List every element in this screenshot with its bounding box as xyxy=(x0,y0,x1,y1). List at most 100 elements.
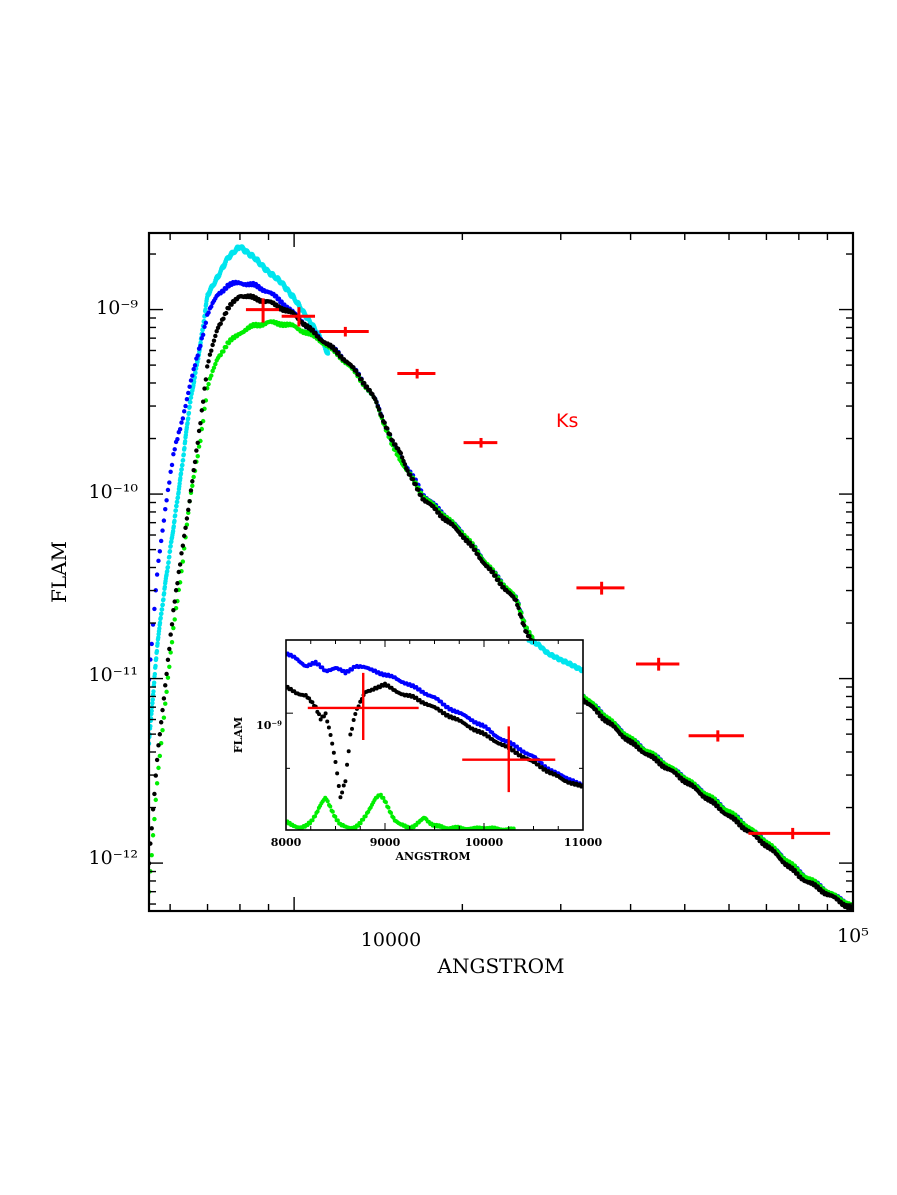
main-point-blue xyxy=(191,366,196,372)
main-point-black xyxy=(194,448,199,453)
main-point-black xyxy=(203,377,209,382)
main-point-black xyxy=(516,605,521,611)
main-point-black xyxy=(359,377,364,382)
inset-x-axis-title: ANGSTROM xyxy=(394,850,470,863)
main-photometry-point-3 xyxy=(319,326,369,337)
main-point-cyan xyxy=(188,399,193,405)
main-point-blue xyxy=(152,606,157,612)
main-point-black xyxy=(382,420,387,425)
y-tick-label-1e-11: 10⁻¹¹ xyxy=(89,664,138,686)
main-point-blue xyxy=(149,641,154,647)
main-point-black xyxy=(815,884,820,889)
main-point-black xyxy=(168,632,173,637)
main-point-green xyxy=(223,344,229,350)
inset-point-green xyxy=(328,804,333,809)
inset-point-green xyxy=(361,817,366,822)
main-point-cyan xyxy=(154,648,160,654)
inset-point-black xyxy=(338,795,343,800)
x-tick-label-10000: 10000 xyxy=(361,929,421,951)
main-point-green xyxy=(169,640,175,645)
main-point-black xyxy=(376,407,382,412)
main-point-green xyxy=(213,361,218,367)
main-point-cyan xyxy=(182,439,188,444)
main-point-black xyxy=(521,622,527,628)
main-point-black xyxy=(393,442,398,447)
main-point-black xyxy=(493,573,498,578)
main-point-cyan xyxy=(157,620,163,626)
main-point-black xyxy=(171,607,176,613)
inset-point-black xyxy=(331,750,336,755)
main-point-black xyxy=(167,646,172,652)
main-point-black xyxy=(213,333,218,339)
main-point-black xyxy=(172,599,177,604)
inset-point-green xyxy=(325,799,330,804)
main-point-black xyxy=(156,743,161,748)
main-point-black xyxy=(190,479,195,484)
main-point-black xyxy=(470,543,475,549)
main-point-black xyxy=(179,551,184,556)
main-point-black xyxy=(175,581,180,586)
main-point-black xyxy=(164,671,169,677)
inset-photometry-point-1 xyxy=(307,672,419,741)
main-point-cyan xyxy=(172,518,177,524)
main-point-black xyxy=(186,507,191,513)
inset-point-green xyxy=(310,818,315,823)
inset-point-black xyxy=(328,732,333,737)
main-point-black xyxy=(157,732,163,737)
main-point-blue xyxy=(157,549,163,554)
main-photometry-point-6 xyxy=(576,581,625,595)
main-point-black xyxy=(385,426,390,431)
main-point-black xyxy=(738,822,743,827)
x-axis-title: ANGSTROM xyxy=(437,954,565,978)
main-point-black xyxy=(387,432,393,437)
main-point-cyan xyxy=(161,591,167,596)
main-point-blue xyxy=(160,528,165,533)
main-point-black xyxy=(490,569,496,574)
main-point-black xyxy=(390,438,395,443)
main-point-green xyxy=(156,765,161,771)
main-point-blue xyxy=(186,390,191,396)
main-point-black xyxy=(187,499,192,504)
main-photometry-point-8 xyxy=(688,730,744,742)
inset-point-black xyxy=(345,762,350,767)
main-point-black xyxy=(496,577,501,582)
main-point-cyan xyxy=(180,458,186,463)
main-point-cyan xyxy=(151,680,157,685)
main-point-black xyxy=(149,826,154,831)
main-point-black xyxy=(733,816,738,822)
y-tick-label-1e-10: 10⁻¹⁰ xyxy=(89,481,139,503)
main-point-black xyxy=(336,350,341,356)
main-point-blue xyxy=(171,451,176,457)
main-point-green xyxy=(153,797,158,803)
main-point-green xyxy=(168,650,173,655)
main-point-black xyxy=(498,581,504,586)
main-point-blue xyxy=(198,343,203,349)
main-plot: 10000 10⁵ 10⁻¹² 10⁻¹¹ 10⁻¹⁰ 10⁻⁹ ANGSTRO… xyxy=(47,231,869,978)
main-point-black xyxy=(513,597,519,603)
inset-point-green xyxy=(386,805,391,810)
main-point-green xyxy=(218,352,223,358)
main-photometry-point-7 xyxy=(635,657,680,671)
main-point-black xyxy=(192,459,198,465)
inset-point-green xyxy=(313,814,318,819)
main-point-cyan xyxy=(177,481,182,486)
inset-point-black xyxy=(353,711,358,716)
main-point-green xyxy=(149,852,154,858)
main-point-cyan xyxy=(188,395,194,400)
main-point-cyan xyxy=(185,420,190,426)
main-point-black xyxy=(399,455,405,460)
main-point-green xyxy=(167,664,172,669)
main-point-cyan xyxy=(159,611,164,616)
main-point-cyan xyxy=(162,584,168,590)
main-point-cyan xyxy=(175,495,181,500)
inset-plot: 8000 9000 10000 11000 10⁻⁹ ANGSTROM FLAM xyxy=(232,639,602,863)
main-point-blue xyxy=(175,436,180,442)
main-point-black xyxy=(191,468,196,473)
inset-point-black xyxy=(341,783,346,788)
main-point-black xyxy=(330,344,336,350)
main-point-cyan xyxy=(165,569,170,574)
main-point-green xyxy=(195,453,200,459)
main-point-cyan xyxy=(193,370,198,375)
main-point-blue xyxy=(161,518,167,523)
